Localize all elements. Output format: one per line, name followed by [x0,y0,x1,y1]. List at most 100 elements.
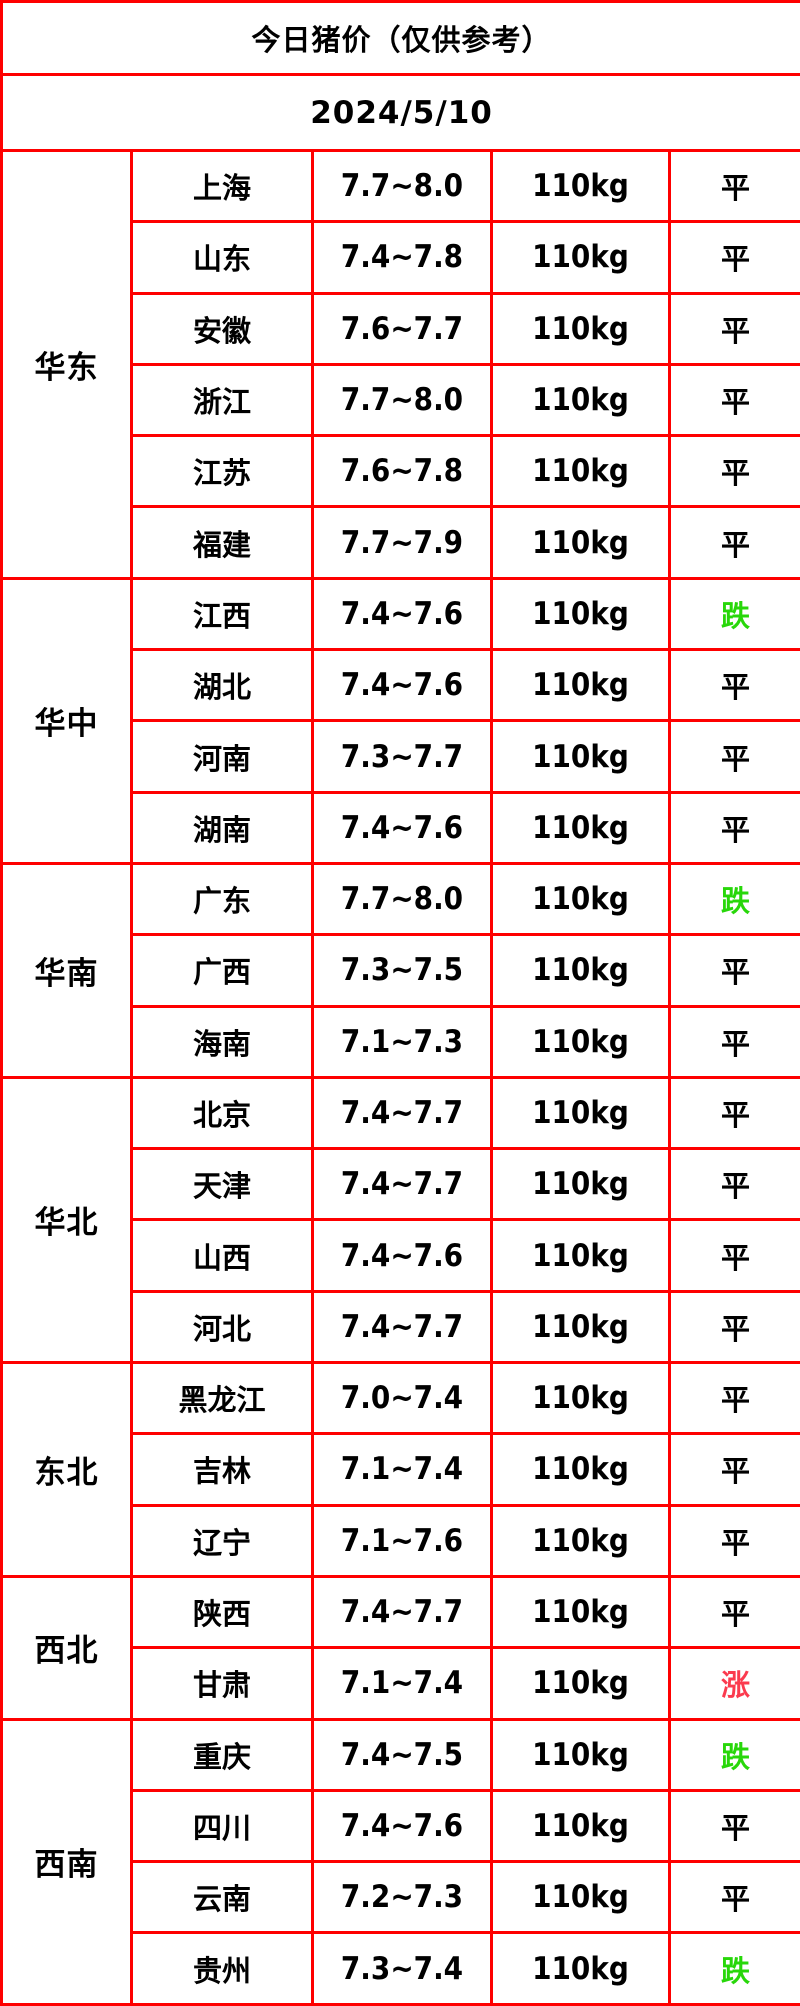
province-cell: 天津 [130,1147,314,1222]
weight-cell: 110kg [490,1574,671,1650]
weight-cell: 110kg [490,1218,671,1293]
province-cell: 北京 [130,1075,314,1151]
weight-cell: 110kg [490,362,671,438]
region-cell: 华中 [0,576,133,865]
price-cell: 7.4~7.7 [311,1075,493,1151]
price-cell: 7.7~7.9 [311,505,493,580]
price-cell: 7.6~7.8 [311,434,493,509]
trend-cell: 跌 [667,1931,800,2006]
price-cell: 7.4~7.7 [311,1289,493,1365]
province-cell: 陕西 [130,1574,314,1650]
province-cell: 贵州 [130,1931,314,2006]
price-cell: 7.4~7.8 [311,220,493,295]
table-row: 辽宁 7.1~7.6 110kg 平 [2,1503,800,1578]
province-cell: 广东 [130,861,314,937]
table-row: 海南 7.1~7.3 110kg 平 [2,1004,800,1079]
region-cell: 华北 [0,1075,133,1365]
table-row: 甘肃 7.1~7.4 110kg 涨 [2,1646,800,1721]
weight-cell: 110kg [490,1503,671,1578]
table-row: 浙江 7.7~8.0 110kg 平 [2,362,800,438]
weight-cell: 110kg [490,1860,671,1935]
price-cell: 7.4~7.7 [311,1147,493,1222]
region-cell: 西南 [0,1717,133,2006]
weight-cell: 110kg [490,148,671,224]
price-cell: 7.4~7.6 [311,1218,493,1293]
weight-cell: 110kg [490,434,671,509]
trend-cell: 平 [667,1289,800,1365]
trend-cell: 涨 [667,1646,800,1721]
weight-cell: 110kg [490,648,671,723]
region-cell: 西北 [0,1574,133,1721]
weight-cell: 110kg [490,291,671,366]
price-cell: 7.6~7.7 [311,291,493,366]
province-cell: 山东 [130,220,314,295]
price-cell: 7.4~7.5 [311,1717,493,1792]
table-row: 华北 北京 7.4~7.7 110kg 平 [0,1075,800,1365]
province-cell: 福建 [130,505,314,580]
page-title: 今日猪价（仅供参考） [0,0,800,76]
price-cell: 7.1~7.4 [311,1646,493,1721]
price-cell: 7.4~7.6 [311,790,493,865]
province-cell: 河北 [130,1289,314,1365]
title-row: 今日猪价（仅供参考） [0,0,800,76]
weight-cell: 110kg [490,1361,671,1436]
table-row: 华中 江西 7.4~7.6 110kg 跌 [0,576,800,865]
table-row: 湖南 7.4~7.6 110kg 平 [2,790,800,865]
price-cell: 7.7~8.0 [311,362,493,438]
weight-cell: 110kg [490,1931,671,2006]
table-row: 福建 7.7~7.9 110kg 平 [2,505,800,580]
weight-cell: 110kg [490,1289,671,1365]
price-cell: 7.3~7.5 [311,933,493,1008]
price-cell: 7.4~7.6 [311,1788,493,1864]
province-cell: 吉林 [130,1432,314,1507]
province-cell: 河南 [130,719,314,794]
trend-cell: 平 [667,790,800,865]
province-cell: 浙江 [130,362,314,438]
province-cell: 上海 [130,148,314,224]
trend-cell: 平 [667,1503,800,1578]
table-row: 西南 重庆 7.4~7.5 110kg 跌 [0,1717,800,2006]
trend-cell: 平 [667,1218,800,1293]
region-cell: 东北 [0,1361,133,1578]
price-cell: 7.1~7.3 [311,1004,493,1079]
trend-cell: 平 [667,1004,800,1079]
table-row: 山东 7.4~7.8 110kg 平 [2,220,800,295]
trend-cell: 平 [667,362,800,438]
trend-cell: 平 [667,719,800,794]
price-cell: 7.3~7.7 [311,719,493,794]
trend-cell: 平 [667,1147,800,1222]
table-row: 天津 7.4~7.7 110kg 平 [2,1147,800,1222]
province-cell: 甘肃 [130,1646,314,1721]
trend-cell: 跌 [667,1717,800,1792]
trend-cell: 平 [667,434,800,509]
table-row: 河北 7.4~7.7 110kg 平 [2,1289,800,1365]
price-cell: 7.4~7.6 [311,576,493,652]
table-row: 华南 广东 7.7~8.0 110kg 跌 [0,861,800,1079]
province-cell: 辽宁 [130,1503,314,1578]
weight-cell: 110kg [490,719,671,794]
province-cell: 广西 [130,933,314,1008]
weight-cell: 110kg [490,505,671,580]
table-row: 广西 7.3~7.5 110kg 平 [2,933,800,1008]
price-cell: 7.1~7.4 [311,1432,493,1507]
weight-cell: 110kg [490,1075,671,1151]
price-cell: 7.7~8.0 [311,148,493,224]
trend-cell: 平 [667,1361,800,1436]
price-cell: 7.1~7.6 [311,1503,493,1578]
date-row: 2024/5/10 [0,73,800,152]
province-cell: 重庆 [130,1717,314,1792]
date-label: 2024/5/10 [0,73,800,152]
table-row: 湖北 7.4~7.6 110kg 平 [2,648,800,723]
province-cell: 山西 [130,1218,314,1293]
weight-cell: 110kg [490,576,671,652]
price-cell: 7.3~7.4 [311,1931,493,2006]
trend-cell: 平 [667,1075,800,1151]
table-row: 云南 7.2~7.3 110kg 平 [2,1860,800,1935]
weight-cell: 110kg [490,790,671,865]
table-row: 安徽 7.6~7.7 110kg 平 [2,291,800,366]
trend-cell: 平 [667,1574,800,1650]
trend-cell: 平 [667,220,800,295]
trend-cell: 跌 [667,861,800,937]
province-cell: 四川 [130,1788,314,1864]
